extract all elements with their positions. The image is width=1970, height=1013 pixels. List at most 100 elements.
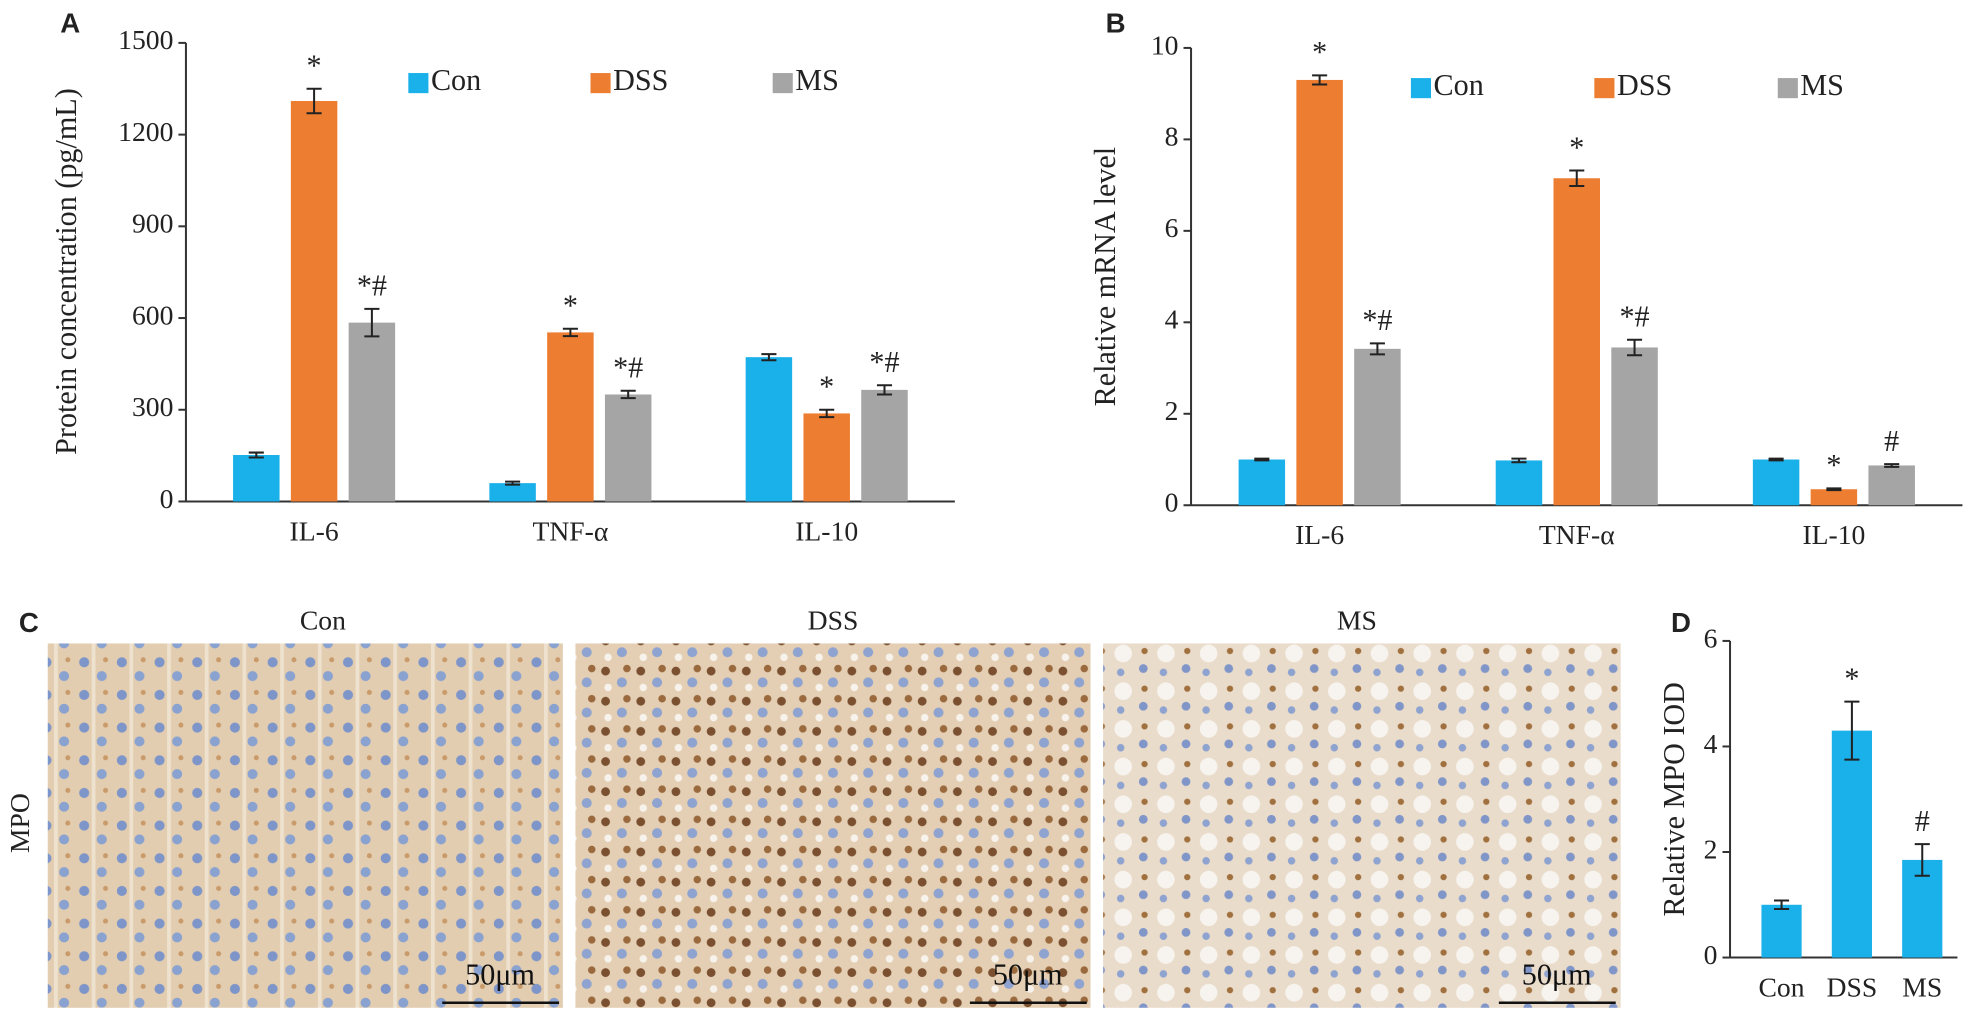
scale-label: 50μm	[1522, 958, 1592, 992]
column-label: Con	[300, 605, 346, 636]
y-tick-label: 300	[132, 391, 173, 422]
y-tick-label: 0	[160, 483, 174, 514]
x-tick-label: IL-10	[1802, 519, 1865, 550]
error-bar	[1826, 487, 1842, 492]
y-tick-label: 4	[1704, 728, 1718, 759]
significance-mark: *	[1844, 661, 1859, 695]
y-tick-label: 6	[1165, 212, 1179, 243]
row-label: MPO	[4, 793, 35, 853]
significance-mark: *	[563, 289, 578, 323]
x-tick-label: DSS	[1827, 972, 1878, 1003]
error-bar	[1627, 338, 1643, 357]
error-bar	[1768, 457, 1784, 462]
x-tick-label: IL-6	[290, 515, 339, 546]
micrograph	[1103, 643, 1621, 1008]
bar	[1810, 489, 1858, 506]
significance-mark: #	[1884, 424, 1899, 458]
error-bar	[620, 389, 636, 400]
error-bar	[1511, 457, 1527, 464]
error-bar	[505, 480, 521, 486]
legend-swatch	[1410, 78, 1432, 99]
micrograph	[47, 643, 563, 1008]
error-bar	[876, 384, 893, 396]
error-bar	[364, 307, 380, 338]
micrograph	[575, 643, 1091, 1008]
error-bar	[1914, 843, 1930, 877]
x-tick-label: MS	[1902, 972, 1942, 1003]
legend-label: Con	[431, 63, 481, 97]
y-tick-label: 8	[1165, 121, 1179, 152]
significance-mark: *#	[1619, 300, 1649, 334]
bar	[803, 413, 850, 502]
error-bar	[761, 353, 777, 362]
bar	[1495, 460, 1543, 506]
legend-label: Con	[1434, 68, 1484, 102]
legend-label: DSS	[1617, 68, 1672, 102]
bar	[290, 100, 338, 502]
y-tick-label: 4	[1165, 304, 1179, 335]
x-tick-label: Con	[1759, 972, 1805, 1003]
bar	[1868, 465, 1915, 506]
y-axis-label: Protein concentration (pg/mL)	[49, 88, 83, 455]
column-label: MS	[1337, 605, 1377, 636]
bar	[1238, 459, 1286, 506]
significance-mark: #	[1915, 804, 1930, 838]
bar	[1831, 730, 1873, 958]
error-bar	[306, 87, 322, 115]
significance-mark: *#	[1362, 303, 1392, 337]
legend-label: DSS	[613, 63, 668, 97]
legend-label: MS	[1800, 68, 1844, 102]
error-bar	[562, 327, 578, 338]
panel-label: B	[1106, 8, 1126, 39]
error-bar	[1884, 463, 1900, 468]
bar	[1752, 459, 1800, 506]
legend-swatch	[1777, 78, 1798, 99]
error-bar	[1369, 342, 1385, 356]
legend-swatch	[408, 73, 429, 94]
significance-mark: *	[1569, 130, 1584, 164]
scale-label: 50μm	[465, 958, 535, 992]
y-tick-label: 600	[132, 299, 173, 330]
y-tick-label: 900	[132, 208, 173, 239]
legend-swatch	[772, 73, 793, 94]
y-tick-label: 1500	[118, 24, 173, 55]
bar	[1553, 178, 1600, 506]
bar	[861, 389, 908, 502]
legend-swatch	[590, 73, 611, 94]
legend-label: MS	[795, 63, 839, 97]
error-bar	[1254, 457, 1270, 462]
bar	[547, 332, 594, 502]
y-axis-label: Relative mRNA level	[1088, 147, 1122, 407]
x-tick-label: TNF-α	[1539, 519, 1615, 550]
significance-mark: *	[307, 49, 322, 83]
column-label: DSS	[808, 605, 859, 636]
y-tick-label: 6	[1704, 622, 1718, 653]
y-tick-label: 0	[1165, 487, 1179, 518]
bar	[1296, 79, 1343, 506]
panel-label: C	[19, 607, 39, 638]
legend-swatch	[1594, 78, 1615, 99]
bar	[233, 455, 280, 502]
bar	[745, 357, 793, 502]
y-tick-label: 1200	[118, 116, 173, 147]
significance-mark: *#	[357, 269, 387, 303]
y-tick-label: 2	[1165, 395, 1179, 426]
error-bar	[1569, 169, 1585, 188]
significance-mark: *	[819, 370, 834, 404]
bar	[489, 483, 536, 502]
x-tick-label: TNF-α	[532, 515, 608, 546]
panel-c: C MPO Con DSS MS 50μm 50μm 50μm	[4, 605, 1621, 1008]
bar	[1611, 347, 1658, 506]
panel-label: A	[60, 8, 80, 39]
significance-mark: *	[1312, 35, 1327, 69]
bar	[1761, 904, 1802, 958]
bar	[1354, 348, 1401, 506]
error-bar	[1774, 899, 1790, 910]
y-tick-label: 2	[1704, 833, 1718, 864]
bar	[604, 394, 652, 502]
scale-label: 50μm	[993, 958, 1063, 992]
error-bar	[248, 451, 264, 459]
significance-mark: *#	[869, 345, 899, 379]
error-bar	[819, 408, 835, 419]
